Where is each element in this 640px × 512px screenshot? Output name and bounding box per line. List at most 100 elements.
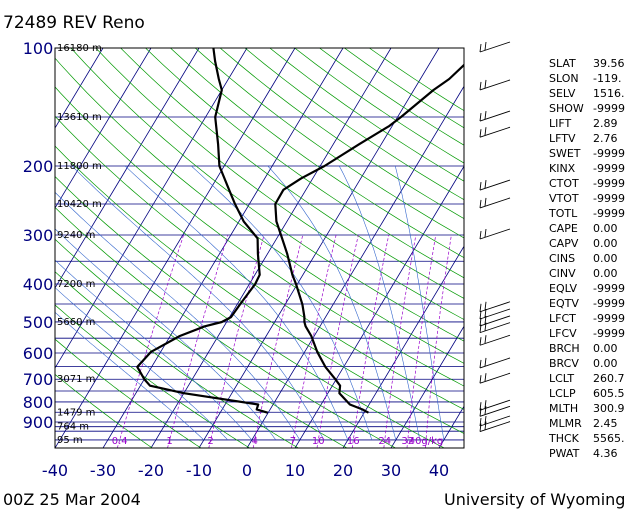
wind-barb <box>479 79 511 91</box>
wind-barbs <box>479 41 511 433</box>
wind-barb <box>479 301 511 313</box>
index-name: MLMR <box>549 417 582 430</box>
mixing-ratio-line <box>424 234 452 448</box>
index-value: -9999 <box>593 162 625 175</box>
wind-barb <box>479 399 511 411</box>
isotherm <box>246 85 464 448</box>
index-row: CAPV 0.00 <box>549 236 625 251</box>
dry-adiabat <box>55 175 445 448</box>
mixing-ratio-line <box>383 234 417 448</box>
mixing-ratio-line <box>252 234 304 448</box>
wind-barb <box>479 315 511 327</box>
index-row: EQLV -9999 <box>549 281 625 296</box>
height-label: 3071 m <box>57 374 95 385</box>
index-row: CINV 0.00 <box>549 266 625 281</box>
isotherm <box>390 325 464 448</box>
moist-adiabat <box>267 165 397 440</box>
index-value: -9999 <box>593 102 625 115</box>
index-row: LIFT 2.89 <box>549 116 625 131</box>
wind-barb <box>479 415 511 427</box>
mixing-ratio-label: 32 <box>401 436 414 447</box>
isotherm <box>0 48 7 448</box>
mixing-ratio-line <box>116 234 184 448</box>
index-name: SHOW <box>549 102 584 115</box>
mixing-ratio-line <box>351 234 390 448</box>
index-row: TOTL -9999 <box>549 206 625 221</box>
moist-adiabat <box>55 191 301 441</box>
index-value: 0.00 <box>593 342 618 355</box>
index-value: -9999 <box>593 327 625 340</box>
isotherm <box>342 245 464 448</box>
wind-barb <box>479 372 511 384</box>
wind-barb <box>479 41 511 53</box>
index-row: LFCV -9999 <box>549 326 625 341</box>
plot-frame <box>54 47 465 449</box>
index-value: 2.76 <box>593 132 618 145</box>
dry-adiabat <box>70 48 464 342</box>
wind-barb <box>479 421 511 433</box>
index-row: EQTV -9999 <box>549 296 625 311</box>
wind-barb <box>479 334 511 346</box>
index-value: -9999 <box>593 147 625 160</box>
pressure-tick-label: 800 <box>23 393 54 412</box>
mixing-ratio-line <box>208 234 265 448</box>
dry-adiabat <box>55 238 348 448</box>
dry-adiabat <box>120 48 464 299</box>
index-row: BRCV 0.00 <box>549 356 625 371</box>
index-value: -9999 <box>593 297 625 310</box>
index-name: CINS <box>549 252 576 265</box>
index-row: SELV 1516. <box>549 86 625 101</box>
wind-barb <box>479 357 511 369</box>
dry-adiabat <box>55 86 464 387</box>
mixing-ratio-label: 2 <box>207 436 213 447</box>
mixing-ratio-label: 1 <box>166 436 172 447</box>
mixing-ratio-label: 0.4 <box>112 436 128 447</box>
index-name: LCLP <box>549 387 576 400</box>
height-label: 11800 m <box>57 161 102 172</box>
pressure-tick-label: 600 <box>23 344 54 363</box>
index-value: 2.45 <box>593 417 618 430</box>
dry-adiabat <box>55 145 464 434</box>
wind-barb <box>479 322 511 334</box>
index-value: -119. <box>593 72 622 85</box>
temperature-profile <box>274 63 464 414</box>
temperature-tick-label: 40 <box>429 461 449 480</box>
dry-adiabat <box>219 48 464 220</box>
index-name: MLTH <box>549 402 579 415</box>
isotherm <box>150 48 392 448</box>
index-value: 300.9 <box>593 402 625 415</box>
isotherm <box>55 48 296 448</box>
index-value: 605.5 <box>593 387 625 400</box>
mixing-ratio-label: 24 <box>378 436 391 447</box>
dry-adiabat <box>55 57 464 364</box>
index-value: 0.00 <box>593 267 618 280</box>
height-label: 5660 m <box>57 317 95 328</box>
index-row: LCLP 605.5 <box>549 386 625 401</box>
index-value: 2.89 <box>593 117 618 130</box>
pressure-tick-label: 400 <box>23 275 54 294</box>
index-value: -9999 <box>593 207 625 220</box>
diagram-background-lines <box>0 48 464 448</box>
isotherm <box>294 165 464 448</box>
height-label: 95 m <box>57 435 83 446</box>
index-name: EQTV <box>549 297 579 310</box>
height-label: 7200 m <box>57 279 95 290</box>
index-value: 1516. <box>593 87 625 100</box>
pressure-tick-label: 100 <box>23 39 54 58</box>
moist-adiabat <box>55 259 253 441</box>
temperature-tick-label: 10 <box>285 461 305 480</box>
dry-adiabat <box>55 115 464 410</box>
index-name: VTOT <box>549 192 579 205</box>
stability-indices-panel: SLAT 39.56 SLON -119. SELV 1516. SHOW -9999 LIFT… <box>549 56 625 461</box>
wind-barb <box>479 179 511 191</box>
index-row: SWET -9999 <box>549 146 625 161</box>
index-name: SLON <box>549 72 579 85</box>
pressure-tick-label: 300 <box>23 226 54 245</box>
index-value: 260.7 <box>593 372 625 385</box>
dry-adiabat <box>55 304 251 448</box>
wind-barb <box>479 405 511 417</box>
index-name: SWET <box>549 147 581 160</box>
index-name: CAPV <box>549 237 579 250</box>
index-name: LFTV <box>549 132 576 145</box>
index-value: -9999 <box>593 312 625 325</box>
